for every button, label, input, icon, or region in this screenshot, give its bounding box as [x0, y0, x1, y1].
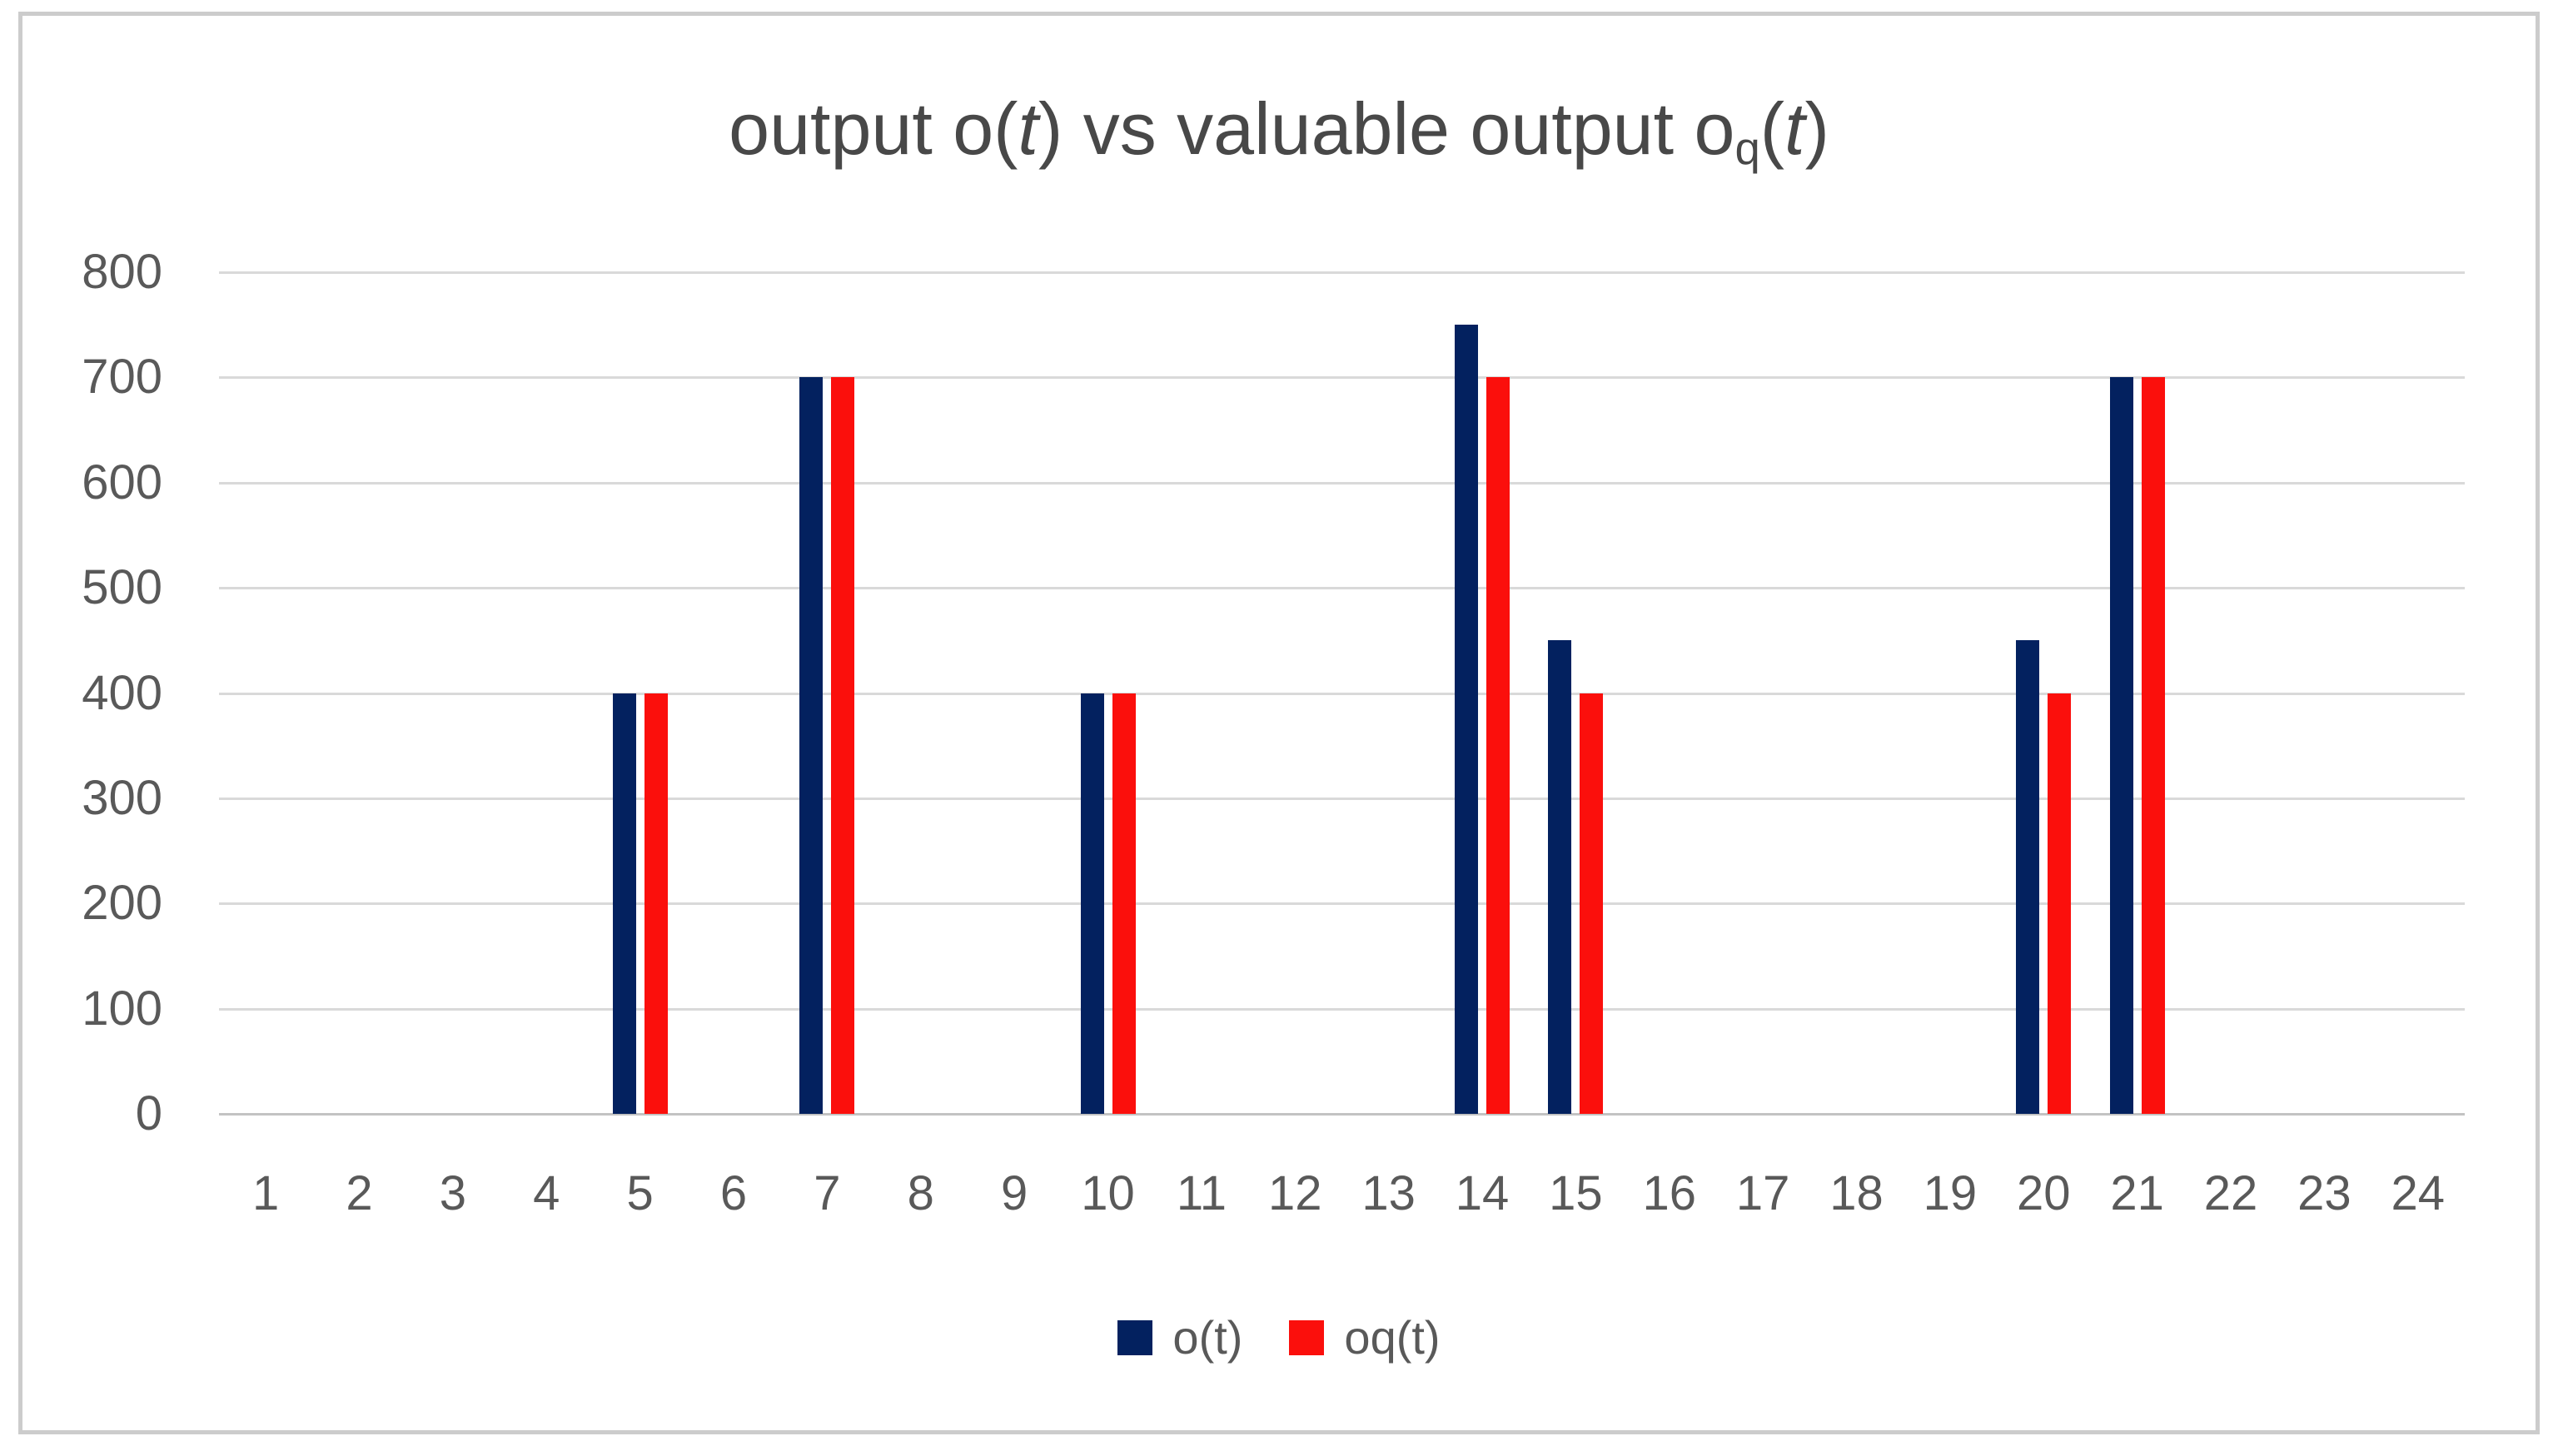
x-axis-tick-label: 12	[1268, 1166, 1322, 1220]
x-axis-tick-label: 11	[1176, 1166, 1227, 1220]
x-axis-tick-label: 3	[439, 1166, 467, 1220]
axis-baseline	[219, 1113, 2465, 1116]
gridline	[219, 376, 2465, 380]
bar-ot-7	[799, 377, 824, 1114]
y-axis-tick-label: 0	[135, 1086, 162, 1140]
bar-oqt-5	[644, 693, 668, 1114]
x-axis-tick-label: 18	[1829, 1166, 1884, 1220]
x-axis-tick-label: 24	[2391, 1166, 2446, 1220]
bar-oqt-20	[2048, 693, 2072, 1114]
legend-label-oq-t: oq(t)	[1344, 1311, 1441, 1364]
gridline	[219, 271, 2465, 274]
x-axis-tick-label: 13	[1361, 1166, 1416, 1220]
legend-swatch-oq-t	[1289, 1320, 1325, 1355]
y-axis-tick-label: 700	[82, 350, 162, 405]
title-segment: (	[1759, 87, 1785, 170]
x-axis-tick-label: 15	[1549, 1166, 1603, 1220]
bar-ot-15	[1548, 640, 1572, 1114]
x-axis-tick-label: 17	[1735, 1166, 1790, 1220]
x-axis-tick-label: 5	[626, 1166, 654, 1220]
x-axis-tick-label: 8	[907, 1166, 934, 1220]
legend-item-oq-t: oq(t)	[1289, 1311, 1441, 1364]
gridline	[219, 587, 2465, 590]
y-axis-tick-label: 500	[82, 560, 162, 615]
gridline	[219, 797, 2465, 800]
bar-oqt-7	[831, 377, 855, 1114]
y-axis-tick-label: 600	[82, 455, 162, 509]
bar-ot-21	[2109, 377, 2133, 1114]
title-segment: output o(	[729, 87, 1018, 170]
y-axis-tick-label: 400	[82, 665, 162, 720]
x-axis-tick-label: 2	[346, 1166, 373, 1220]
bar-ot-5	[612, 693, 636, 1114]
gridline	[219, 902, 2465, 906]
x-axis-tick-label: 19	[1923, 1166, 1978, 1220]
x-axis-tick-label: 4	[533, 1166, 560, 1220]
bar-ot-10	[1080, 693, 1104, 1114]
gridline	[219, 481, 2465, 485]
title-segment-italic-t: t	[1018, 87, 1038, 170]
bar-oqt-15	[1580, 693, 1604, 1114]
bar-oqt-10	[1112, 693, 1136, 1114]
x-axis-tick-label: 14	[1455, 1166, 1510, 1220]
title-segment-subscript-q: q	[1734, 123, 1760, 174]
gridline	[219, 692, 2465, 695]
chart-frame: output o(t) vs valuable output oq(t) 800…	[18, 12, 2540, 1434]
y-axis-tick-label: 100	[82, 981, 162, 1036]
title-segment-italic-t: t	[1784, 87, 1805, 170]
x-axis-tick-label: 20	[2017, 1166, 2071, 1220]
bar-ot-14	[1455, 325, 1479, 1114]
y-axis-tick-label: 300	[82, 770, 162, 825]
legend-item-o-t: o(t)	[1117, 1314, 1242, 1361]
x-axis-tick-label: 22	[2203, 1166, 2258, 1220]
y-axis-tick-label: 200	[82, 876, 162, 931]
title-segment: )	[1804, 87, 1829, 170]
x-axis-tick-label: 1	[252, 1166, 280, 1220]
bar-oqt-21	[2141, 377, 2165, 1114]
legend-label-o-t: o(t)	[1172, 1311, 1243, 1364]
x-axis-tick-label: 6	[719, 1166, 748, 1220]
bar-oqt-14	[1486, 377, 1510, 1114]
x-axis-tick-label: 16	[1642, 1166, 1697, 1220]
chart-title: output o(t) vs valuable output oq(t)	[22, 71, 2536, 187]
bar-ot-20	[2016, 640, 2040, 1114]
legend: o(t) oq(t)	[22, 1308, 2536, 1368]
x-axis-tick-label: 21	[2110, 1166, 2164, 1220]
gridline	[219, 1007, 2465, 1011]
title-segment: ) vs valuable output o	[1038, 87, 1735, 170]
x-axis-tick-label: 7	[814, 1166, 841, 1220]
x-axis-tick-label: 10	[1081, 1166, 1135, 1220]
x-axis-tick-label: 9	[1001, 1166, 1028, 1220]
x-axis-tick-label: 23	[2297, 1166, 2351, 1220]
legend-swatch-o-t	[1117, 1320, 1153, 1355]
y-axis-tick-label: 800	[82, 245, 162, 299]
